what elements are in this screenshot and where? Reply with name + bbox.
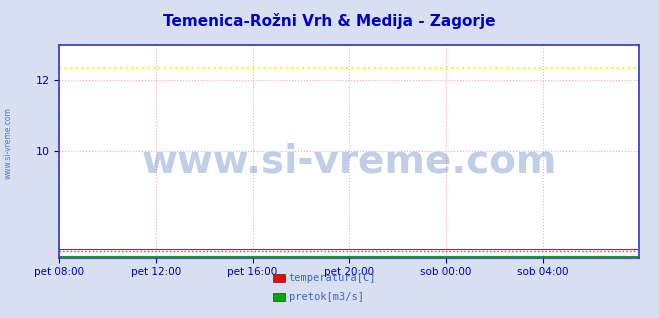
Text: www.si-vreme.com: www.si-vreme.com — [142, 143, 557, 181]
Bar — [273, 293, 285, 301]
Text: pretok[m3/s]: pretok[m3/s] — [289, 292, 364, 302]
Text: temperatura[C]: temperatura[C] — [289, 273, 376, 283]
Bar — [273, 274, 285, 282]
Text: Temenica-Rožni Vrh & Medija - Zagorje: Temenica-Rožni Vrh & Medija - Zagorje — [163, 13, 496, 29]
Text: www.si-vreme.com: www.si-vreme.com — [3, 107, 13, 179]
